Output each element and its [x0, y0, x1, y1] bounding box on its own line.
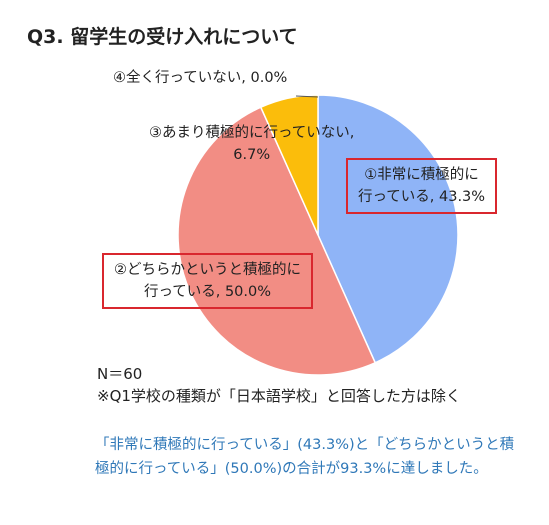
- slice-label-2: ②どちらかというと積極的に 行っている, 50.0%: [102, 253, 313, 309]
- exclusion-note: ※Q1学校の種類が「日本語学校」と回答した方は除く: [97, 387, 461, 405]
- page-title: Q3. 留学生の受け入れについて: [27, 26, 298, 48]
- leader-line-4: [295, 95, 319, 98]
- pie-slice-1: [317, 94, 459, 364]
- sample-size-note: N＝60: [97, 365, 143, 383]
- slice-label-3: ③あまり積極的に行っていない, 6.7%: [149, 125, 355, 163]
- summary-text: 「非常に積極的に行っている」(43.3%)と「どちらかというと積極的に行っている…: [95, 437, 515, 477]
- pie-slice-3: [259, 94, 319, 236]
- slice-label-4: ④全く行っていない, 0.0%: [113, 70, 288, 86]
- slice-label-1: ①非常に積極的に 行っている, 43.3%: [346, 158, 498, 214]
